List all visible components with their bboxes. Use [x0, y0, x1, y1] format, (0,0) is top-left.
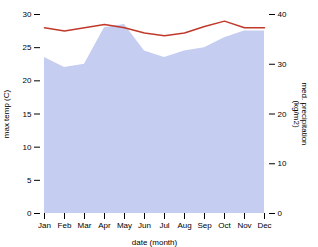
svg-text:40: 40 [278, 10, 287, 19]
svg-text:Sep: Sep [197, 221, 212, 230]
svg-text:10: 10 [278, 159, 287, 168]
svg-text:15: 15 [23, 110, 32, 119]
svg-text:May: May [117, 221, 132, 230]
svg-text:30: 30 [23, 10, 32, 19]
svg-text:Jun: Jun [138, 221, 151, 230]
svg-text:25: 25 [23, 43, 32, 52]
svg-text:Aug: Aug [177, 221, 191, 230]
svg-text:Jul: Jul [159, 221, 169, 230]
svg-text:max temp (C): max temp (C) [2, 89, 11, 138]
svg-text:Oct: Oct [218, 221, 231, 230]
svg-text:5: 5 [27, 176, 32, 185]
svg-text:med. precipitation(kg/m2): med. precipitation(kg/m2) [292, 82, 309, 145]
svg-text:0: 0 [27, 209, 32, 218]
svg-text:Nov: Nov [237, 221, 251, 230]
svg-text:20: 20 [23, 76, 32, 85]
svg-text:10: 10 [23, 143, 32, 152]
svg-text:0: 0 [278, 209, 283, 218]
svg-text:Feb: Feb [58, 221, 72, 230]
svg-text:Apr: Apr [98, 221, 111, 230]
svg-text:30: 30 [278, 60, 287, 69]
svg-text:Mar: Mar [78, 221, 92, 230]
svg-text:Jan: Jan [38, 221, 51, 230]
svg-text:Dec: Dec [257, 221, 271, 230]
svg-text:20: 20 [278, 110, 287, 119]
svg-text:date (month): date (month) [132, 238, 178, 247]
